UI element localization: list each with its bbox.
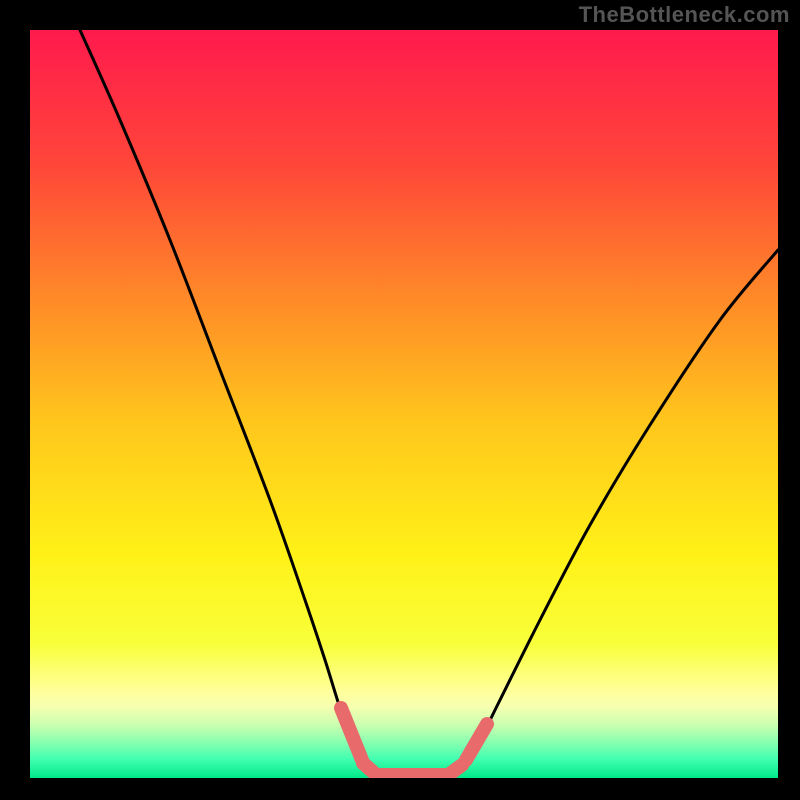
highlight-marker <box>341 708 362 760</box>
chart-canvas: TheBottleneck.com <box>0 0 800 800</box>
highlight-marker <box>363 763 373 772</box>
highlight-marker <box>466 724 487 760</box>
highlight-marker <box>451 765 462 773</box>
bottleneck-curve <box>80 30 778 776</box>
curve-layer <box>0 0 800 800</box>
